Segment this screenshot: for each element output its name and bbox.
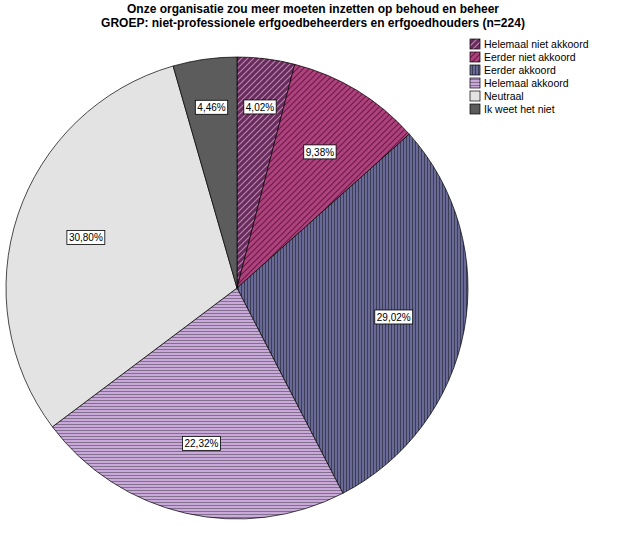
slice	[173, 57, 237, 288]
chart: Onze organisatie zou meer moeten inzette…	[0, 0, 626, 541]
label-box	[375, 310, 413, 324]
label-box	[67, 230, 105, 244]
legend-swatch	[470, 91, 480, 101]
legend-swatch	[470, 39, 480, 49]
subtitle: GROEP: niet-professionele erfgoedbeheerd…	[101, 16, 525, 30]
legend-label: Ik weet het niet	[484, 103, 555, 115]
legend-swatch	[470, 104, 480, 114]
label-box	[244, 100, 276, 114]
legend-label: Helemaal niet akkoord	[484, 38, 589, 50]
legend-swatch	[470, 52, 480, 62]
data-label: 4,46%	[197, 102, 225, 113]
title: Onze organisatie zou meer moeten inzette…	[127, 2, 499, 16]
label-box	[182, 436, 220, 450]
label-box	[195, 100, 227, 114]
legend-swatch	[470, 78, 480, 88]
data-label: 29,02%	[377, 312, 411, 323]
data-label: 30,80%	[69, 232, 103, 243]
data-label: 4,02%	[246, 102, 274, 113]
legend-label: Eerder niet akkoord	[484, 51, 576, 63]
legend-label: Helemaal akkoord	[484, 77, 569, 89]
legend: Helemaal niet akkoordEerder niet akkoord…	[470, 38, 589, 115]
data-label: 22,32%	[184, 438, 218, 449]
data-label: 9,38%	[306, 147, 334, 158]
legend-label: Neutraal	[484, 90, 524, 102]
pie	[6, 57, 468, 519]
legend-swatch	[470, 65, 480, 75]
label-box	[304, 145, 336, 159]
data-labels: 4,02% 9,38% 29,02% 22,32% 30,80% 4,46%	[67, 100, 413, 450]
legend-label: Eerder akkoord	[484, 64, 556, 76]
